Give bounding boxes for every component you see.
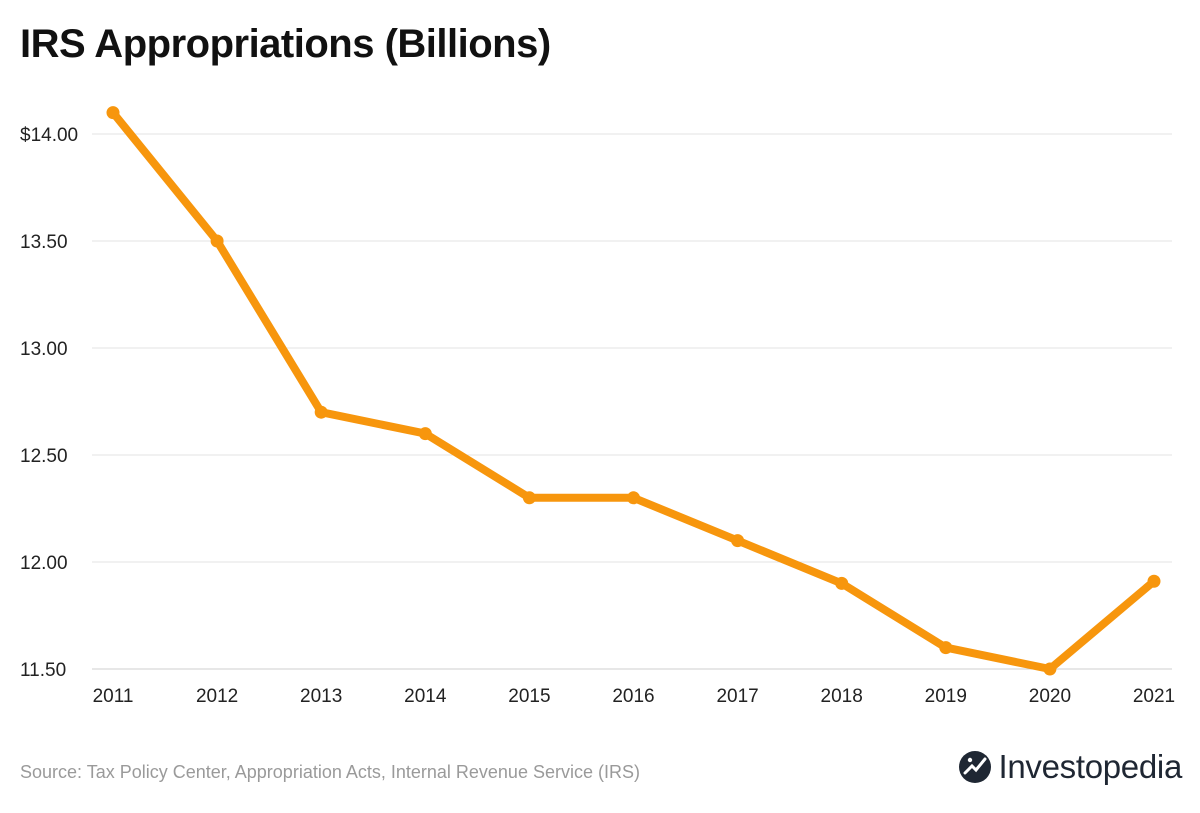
data-point (939, 641, 953, 655)
chart-title: IRS Appropriations (Billions) (20, 22, 551, 66)
data-point (1147, 574, 1161, 588)
brand-name: Investopedia (998, 748, 1182, 785)
x-tick-label: 2016 (612, 686, 654, 707)
data-point (627, 491, 640, 505)
y-tick-label: $14.00 (20, 125, 78, 146)
y-tick-label: 12.50 (20, 446, 68, 467)
investopedia-logo-icon (959, 751, 992, 783)
x-tick-label: 2015 (508, 686, 550, 707)
x-tick-label: 2019 (925, 686, 967, 707)
line-chart: 11.50 12.00 12.50 13.00 13.50 $14.00 2011 2012 2… (20, 106, 1175, 707)
x-tick-label: 2021 (1133, 686, 1175, 707)
x-tick-label: 2011 (93, 686, 134, 707)
data-point (835, 576, 849, 590)
source-note: Source: Tax Policy Center, Appropriation… (20, 762, 640, 782)
x-tick-label: 2020 (1029, 686, 1071, 707)
data-point (1043, 662, 1057, 676)
y-tick-label: 13.50 (20, 232, 68, 253)
x-tick-label: 2012 (196, 686, 238, 707)
x-tick-label: 2017 (716, 686, 758, 707)
data-point (314, 405, 328, 419)
y-tick-label: 12.00 (20, 553, 68, 574)
data-point (106, 106, 120, 120)
y-tick-label: 13.00 (20, 339, 68, 360)
x-tick-label: 2014 (404, 686, 447, 707)
series-line (109, 108, 1158, 673)
y-tick-label: 11.50 (20, 660, 66, 681)
data-point (522, 491, 536, 505)
brand-logo: Investopedia (958, 748, 1182, 786)
data-point (418, 427, 432, 441)
x-tick-label: 2018 (821, 686, 863, 707)
data-point (731, 534, 745, 548)
x-tick-label: 2013 (300, 686, 342, 707)
data-point (210, 234, 224, 248)
